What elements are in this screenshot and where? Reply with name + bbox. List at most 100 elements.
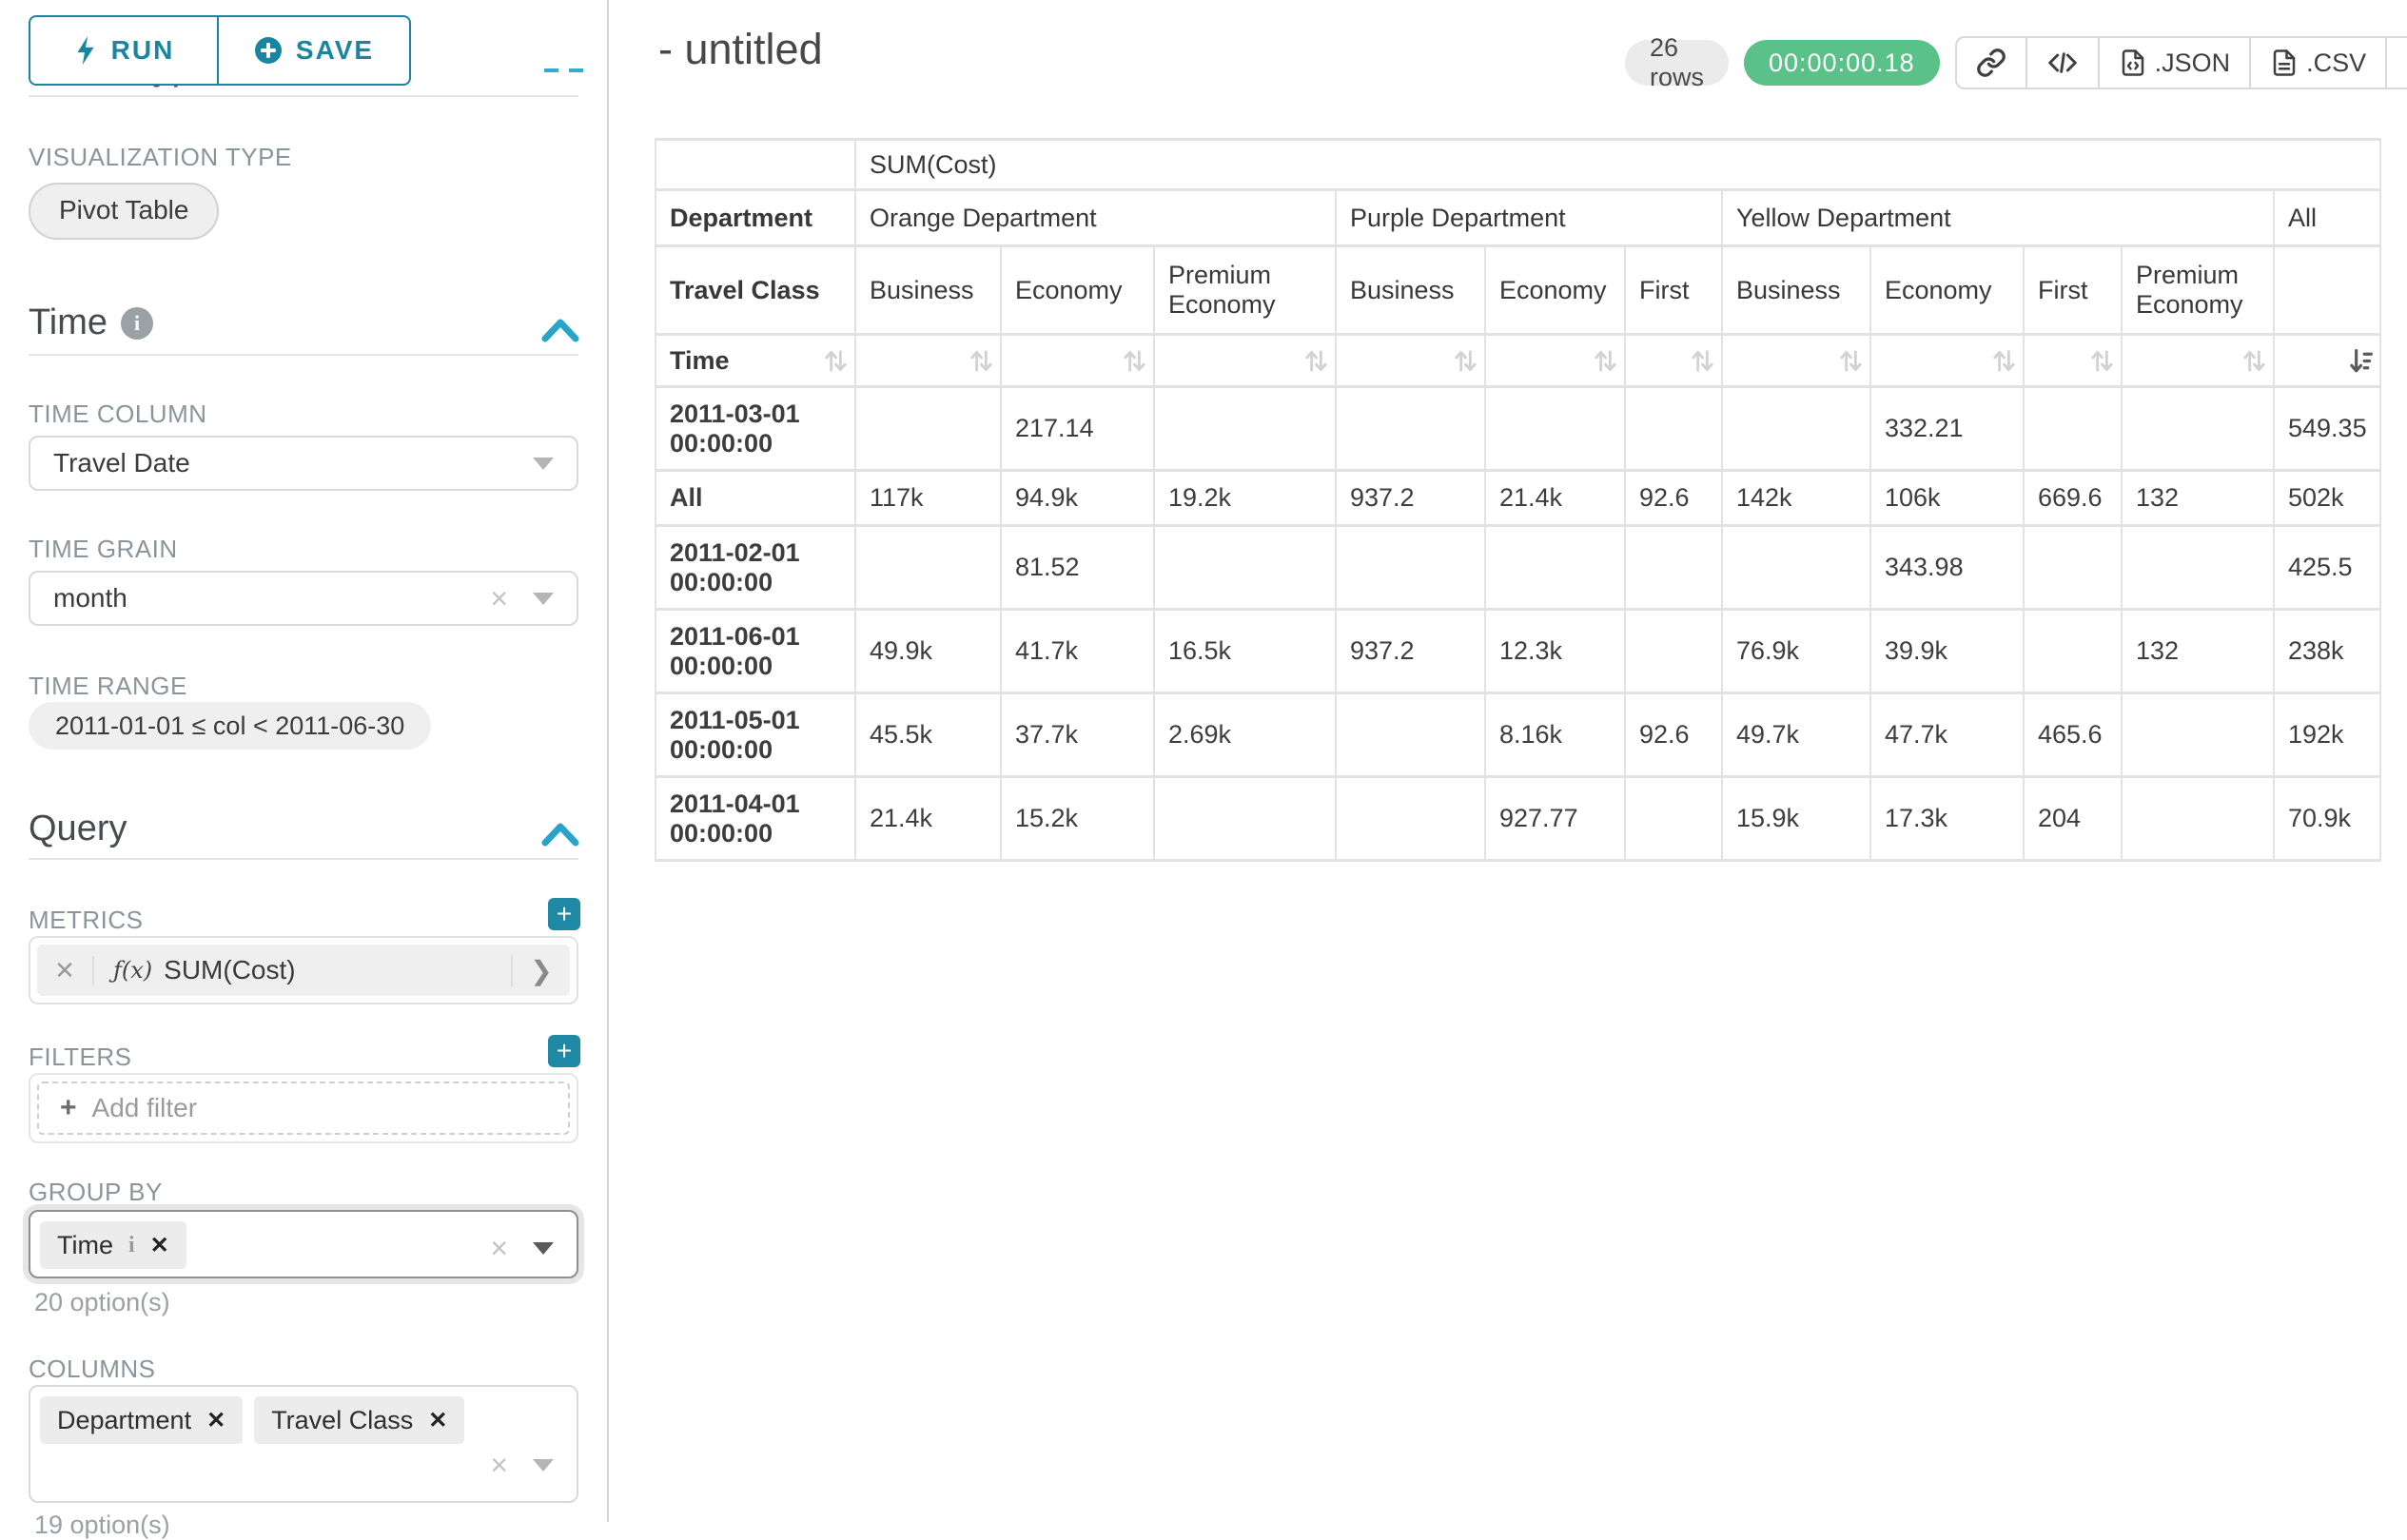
travel-class-dim-cell: Travel Class <box>655 244 856 336</box>
export-csv-button[interactable]: .CSV <box>2251 38 2388 88</box>
value-cell <box>1624 385 1723 472</box>
value-cell <box>1721 524 1871 611</box>
share-link-button[interactable] <box>1957 38 2027 88</box>
group-by-select[interactable]: Time i ✕ × <box>29 1210 578 1278</box>
travel-class-cell: Economy <box>1484 244 1626 336</box>
remove-tag-icon[interactable]: ✕ <box>149 1232 169 1258</box>
divider <box>29 354 578 356</box>
column-sort-cell[interactable] <box>1624 333 1723 388</box>
value-cell <box>854 524 1002 611</box>
pivot-table-container: SUM(Cost) Department Orange Department Purp… <box>655 138 2381 862</box>
remove-metric-icon[interactable]: ✕ <box>37 955 94 985</box>
plus-circle-icon <box>254 37 282 64</box>
row-dim-sort-cell[interactable]: Time <box>655 333 856 388</box>
row-label-cell: All <box>655 469 856 527</box>
value-cell <box>2121 524 2275 611</box>
value-cell: 238k <box>2273 608 2381 694</box>
time-section-collapse-icon[interactable] <box>540 316 580 344</box>
time-column-select[interactable]: Travel Date <box>29 436 578 491</box>
file-text-icon <box>2273 49 2296 76</box>
column-sort-cell[interactable] <box>1000 333 1155 388</box>
row-label-cell: 2011-04-01 00:00:00 <box>655 775 856 862</box>
value-cell: 425.5 <box>2273 524 2381 611</box>
column-sort-cell[interactable] <box>1335 333 1486 388</box>
travel-class-cell: Economy <box>1869 244 2025 336</box>
column-sort-cell[interactable] <box>2023 333 2123 388</box>
info-icon: i <box>128 1232 135 1257</box>
chevron-right-icon[interactable]: ❯ <box>511 954 570 986</box>
value-cell: 343.98 <box>1869 524 2025 611</box>
run-save-button-group: RUN SAVE <box>29 15 411 86</box>
clear-icon[interactable]: × <box>490 1231 508 1265</box>
metrics-box: ✕ ƒ(x) SUM(Cost) ❯ <box>29 936 578 1004</box>
columns-select[interactable]: Department ✕ Travel Class ✕ × <box>29 1385 578 1503</box>
column-sort-cell[interactable] <box>1721 333 1871 388</box>
travel-class-cell: Economy <box>1000 244 1155 336</box>
value-cell: 192k <box>2273 692 2381 778</box>
value-cell: 132 <box>2121 469 2275 527</box>
value-cell: 549.35 <box>2273 385 2381 472</box>
remove-tag-icon[interactable]: ✕ <box>206 1407 226 1433</box>
visualization-type-value[interactable]: Pivot Table <box>29 183 220 240</box>
metric-header-cell: SUM(Cost) <box>854 138 2381 191</box>
file-code-icon <box>2122 49 2143 76</box>
table-row: 2011-05-01 00:00:00 45.5k 37.7k 2.69k 8.16k 9… <box>655 692 2381 778</box>
value-cell: 15.2k <box>1000 775 1155 862</box>
value-cell <box>1624 775 1723 862</box>
value-cell: 37.7k <box>1000 692 1155 778</box>
value-cell: 92.6 <box>1624 692 1723 778</box>
selected-option-tag[interactable]: Time i ✕ <box>40 1221 186 1269</box>
value-cell: 47.7k <box>1869 692 2025 778</box>
chevron-down-icon[interactable] <box>533 1459 554 1472</box>
table-row: 2011-06-01 00:00:00 49.9k 41.7k 16.5k 937.2 1… <box>655 608 2381 694</box>
export-button-group: .JSON .CSV <box>1954 36 2407 89</box>
column-sort-cell[interactable] <box>1153 333 1337 388</box>
more-menu-button[interactable] <box>2387 38 2407 88</box>
value-cell <box>2023 385 2123 472</box>
columns-label: COLUMNS <box>29 1355 156 1383</box>
value-cell: 92.6 <box>1624 469 1723 527</box>
time-section-title: Time i <box>29 302 154 343</box>
filters-box: + Add filter <box>29 1073 578 1143</box>
clear-icon[interactable]: × <box>490 1448 508 1482</box>
remove-tag-icon[interactable]: ✕ <box>428 1407 448 1433</box>
clear-icon[interactable]: × <box>490 580 508 615</box>
value-cell <box>1624 608 1723 694</box>
time-range-value[interactable]: 2011-01-01 ≤ col < 2011-06-30 <box>29 702 432 750</box>
add-metric-button[interactable]: + <box>548 898 580 930</box>
value-cell: 142k <box>1721 469 1871 527</box>
column-sort-cell[interactable] <box>2273 333 2381 388</box>
selected-option-tag[interactable]: Travel Class ✕ <box>254 1396 465 1444</box>
value-cell: 937.2 <box>1335 608 1486 694</box>
value-cell: 12.3k <box>1484 608 1626 694</box>
plus-icon: + <box>60 1092 77 1123</box>
chevron-down-icon[interactable] <box>533 1242 554 1255</box>
time-grain-select[interactable]: month × <box>29 571 578 626</box>
column-sort-cell[interactable] <box>854 333 1002 388</box>
value-cell: 106k <box>1869 469 2025 527</box>
save-button[interactable]: SAVE <box>219 15 411 86</box>
table-row: All 117k 94.9k 19.2k 937.2 21.4k 92.6 142k 106k 6… <box>655 469 2381 527</box>
column-sort-cell[interactable] <box>1869 333 2025 388</box>
divider <box>29 95 578 97</box>
value-cell: 45.5k <box>854 692 1002 778</box>
chart-title[interactable]: - untitled <box>658 25 823 73</box>
value-cell <box>854 385 1002 472</box>
value-cell <box>1153 385 1337 472</box>
control-panel: Chart Type RUN SAVE VISUALIZATION TYPE P… <box>0 0 609 1539</box>
export-json-button[interactable]: .JSON <box>2100 38 2252 88</box>
column-sort-cell[interactable] <box>2121 333 2275 388</box>
add-filter-plus-button[interactable]: + <box>548 1035 580 1067</box>
add-filter-button[interactable]: + Add filter <box>37 1082 570 1135</box>
row-count-badge: 26 rows <box>1625 33 1729 91</box>
selected-option-tag[interactable]: Department ✕ <box>40 1396 244 1444</box>
run-button[interactable]: RUN <box>29 15 219 86</box>
row-label-cell: 2011-05-01 00:00:00 <box>655 692 856 778</box>
column-sort-cell[interactable] <box>1484 333 1626 388</box>
value-cell: 927.77 <box>1484 775 1626 862</box>
travel-class-cell <box>2273 244 2381 336</box>
travel-class-cell: Premium Economy <box>2121 244 2275 336</box>
view-query-button[interactable] <box>2027 38 2100 88</box>
metric-item[interactable]: ✕ ƒ(x) SUM(Cost) ❯ <box>37 945 570 996</box>
query-section-collapse-icon[interactable] <box>540 820 580 848</box>
